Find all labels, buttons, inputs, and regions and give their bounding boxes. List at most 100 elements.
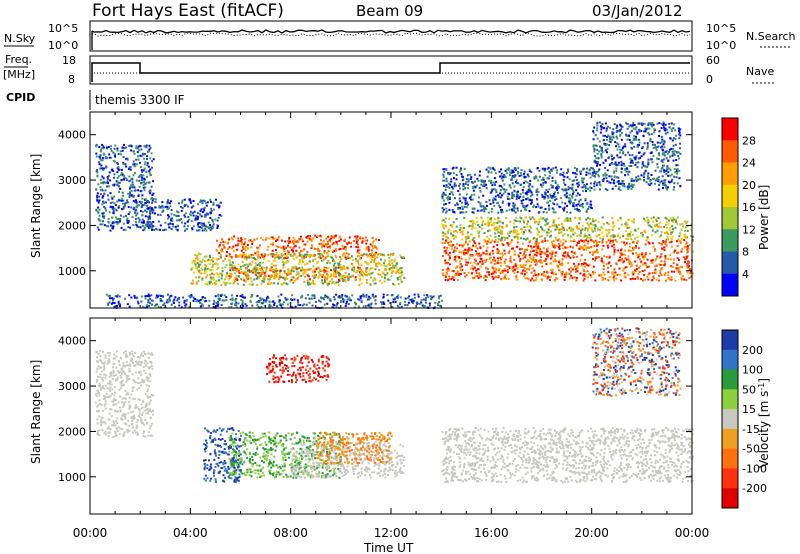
echo-cell (483, 238, 486, 241)
echo-cell (653, 131, 656, 134)
echo-cell (554, 182, 557, 184)
echo-cell (530, 191, 533, 194)
echo-cell (215, 204, 218, 207)
echo-cell (536, 229, 539, 232)
echo-cell (152, 180, 155, 183)
echo-cell (283, 262, 286, 265)
echo-cell (168, 202, 171, 205)
echo-cell (389, 254, 392, 257)
echo-cell (141, 218, 144, 221)
echo-cell (515, 179, 518, 182)
echo-cell (619, 256, 622, 259)
echo-cell (523, 237, 525, 240)
echo-cell (245, 267, 248, 270)
echo-cell (333, 260, 336, 262)
echo-cell (283, 247, 286, 250)
echo-cell (684, 226, 687, 229)
echo-cell (628, 232, 631, 235)
echo-cell (192, 225, 195, 228)
echo-cell (389, 260, 392, 263)
echo-cell (594, 134, 597, 137)
echo-cell (647, 122, 650, 125)
echo-cell (601, 238, 604, 241)
echo-cell (229, 261, 232, 264)
echo-cell (96, 226, 99, 229)
echo-cell (562, 207, 564, 210)
echo-cell (150, 152, 153, 155)
echo-cell (567, 254, 569, 257)
echo-cell (651, 141, 654, 143)
echo-cell (602, 134, 605, 137)
echo-cell (516, 194, 519, 197)
echo-cell (99, 219, 102, 222)
echo-cell (373, 260, 376, 263)
echo-cell (201, 278, 204, 281)
echo-cell (488, 179, 491, 182)
echo-cell (632, 179, 635, 182)
echo-cell (148, 295, 151, 298)
echo-cell (555, 251, 558, 254)
echo-cell (668, 126, 671, 129)
echo-cell (594, 225, 597, 228)
echo-cell (572, 246, 574, 249)
echo-cell (476, 263, 479, 266)
echo-cell (360, 264, 363, 267)
echo-cell (490, 181, 492, 184)
echo-cell (226, 247, 229, 250)
echo-cell (215, 258, 218, 261)
nsky-tick-bottom: 10^0 (48, 39, 78, 52)
echo-cell (137, 189, 140, 192)
echo-cell (617, 176, 620, 179)
echo-cell (122, 156, 125, 159)
echo-cell (302, 272, 305, 275)
echo-cell (200, 215, 203, 218)
echo-cell (670, 231, 673, 234)
echo-cell (383, 277, 386, 280)
echo-cell (506, 271, 509, 274)
echo-cell (448, 229, 451, 232)
echo-cell (657, 152, 660, 155)
echo-cell (564, 183, 567, 186)
echo-cell (134, 221, 137, 223)
echo-cell (473, 261, 476, 264)
echo-cell (549, 262, 552, 265)
echo-cell (551, 250, 554, 253)
echo-cell (551, 253, 554, 256)
echo-cell (451, 223, 454, 226)
echo-cell (553, 193, 556, 195)
echo-cell (146, 164, 149, 167)
echo-cell (673, 175, 676, 178)
echo-cell (649, 122, 652, 125)
echo-cell (253, 269, 255, 272)
echo-cell (113, 221, 116, 224)
echo-cell (606, 151, 608, 154)
echo-cell (612, 271, 615, 274)
echo-cell (646, 175, 649, 178)
echo-cell (199, 201, 202, 203)
echo-cell (443, 168, 446, 171)
echo-cell (586, 203, 589, 206)
echo-cell (504, 236, 507, 239)
echo-cell (651, 122, 654, 124)
echo-cell (254, 265, 257, 268)
echo-cell (667, 238, 669, 241)
echo-cell (335, 275, 338, 278)
echo-cell (662, 179, 665, 182)
echo-cell (646, 237, 649, 240)
echo-cell (301, 240, 304, 243)
echo-cell (273, 277, 276, 280)
echo-cell (542, 247, 545, 250)
echo-cell (669, 226, 672, 229)
echo-cell (467, 203, 470, 206)
echo-cell (242, 283, 245, 286)
echo-cell (648, 224, 651, 227)
echo-cell (331, 243, 334, 246)
echo-cell (636, 166, 639, 169)
echo-cell (542, 217, 545, 220)
echo-cell (523, 250, 526, 253)
echo-cell (334, 248, 337, 250)
freq-tick-bottom: 8 (68, 73, 75, 86)
echo-cell (574, 198, 577, 201)
echo-cell (203, 209, 206, 212)
